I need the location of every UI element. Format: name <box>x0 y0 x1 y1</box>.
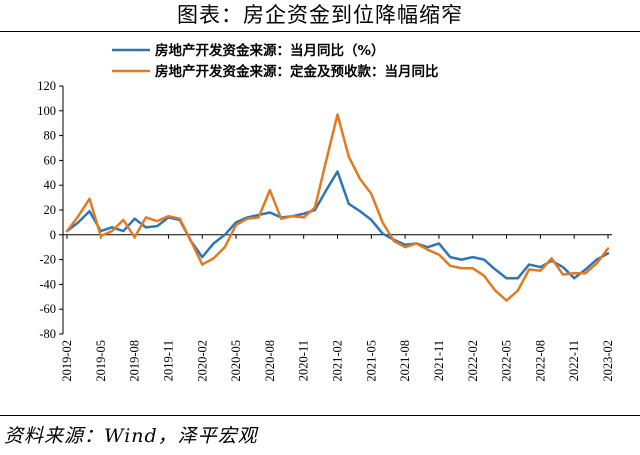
series-line-1 <box>65 113 610 302</box>
x-tick-label: 2020-02 <box>195 340 209 382</box>
legend-label-1: 房地产开发资金来源：定金及预收款：当月同比 <box>155 63 439 80</box>
x-tick-label: 2023-02 <box>601 340 615 382</box>
chart-series <box>65 113 610 302</box>
y-tick-label: -80 <box>39 327 56 341</box>
y-tick-label: 100 <box>37 104 56 118</box>
x-tick-label: 2022-08 <box>533 340 547 382</box>
source-note: 资料来源：Wind，泽平宏观 <box>4 425 258 447</box>
x-tick-label: 2019-08 <box>128 340 142 382</box>
x-tick-label: 2021-08 <box>398 340 412 382</box>
chart-axes: 120 100 80 60 40 20 0 -20 -40 -60 -80 2019-02 2019-0… <box>37 79 615 382</box>
line-chart: 120 100 80 60 40 20 0 -20 -40 -60 -80 2019-02 2019-0… <box>37 42 615 382</box>
figure-title: 图表：房企资金到位降幅缩窄 <box>177 3 463 27</box>
series-line-0 <box>65 170 610 280</box>
y-tick-label: -20 <box>39 253 56 267</box>
x-tick-label: 2021-11 <box>432 340 446 381</box>
y-tick-label: -40 <box>39 277 56 291</box>
x-tick-label: 2022-05 <box>500 340 514 382</box>
y-tick-label: 120 <box>37 79 56 93</box>
source-rule <box>0 415 640 416</box>
y-tick-label: 40 <box>44 178 57 192</box>
chart-legend: 房地产开发资金来源：当月同比（%） 房地产开发资金来源：定金及预收款：当月同比 <box>112 42 439 80</box>
x-tick-label: 2020-08 <box>263 340 277 382</box>
y-tick-label: 0 <box>50 228 56 242</box>
y-tick-label: -60 <box>39 302 56 316</box>
x-tick-label: 2019-05 <box>94 340 108 382</box>
y-tick-label: 20 <box>44 203 57 217</box>
x-tick-label: 2019-02 <box>60 340 74 382</box>
x-tick-label: 2021-05 <box>364 340 378 382</box>
x-tick-label: 2022-02 <box>466 340 480 382</box>
x-tick-label: 2020-11 <box>297 340 311 381</box>
x-tick-label: 2020-05 <box>229 340 243 382</box>
legend-label-0: 房地产开发资金来源：当月同比（%） <box>155 42 385 59</box>
y-tick-label: 80 <box>44 129 57 143</box>
y-tick-label: 60 <box>44 153 57 167</box>
x-tick-label: 2022-11 <box>567 340 581 381</box>
x-tick-label: 2019-11 <box>161 340 175 381</box>
x-tick-label: 2021-02 <box>331 340 345 382</box>
title-rule <box>0 31 640 32</box>
